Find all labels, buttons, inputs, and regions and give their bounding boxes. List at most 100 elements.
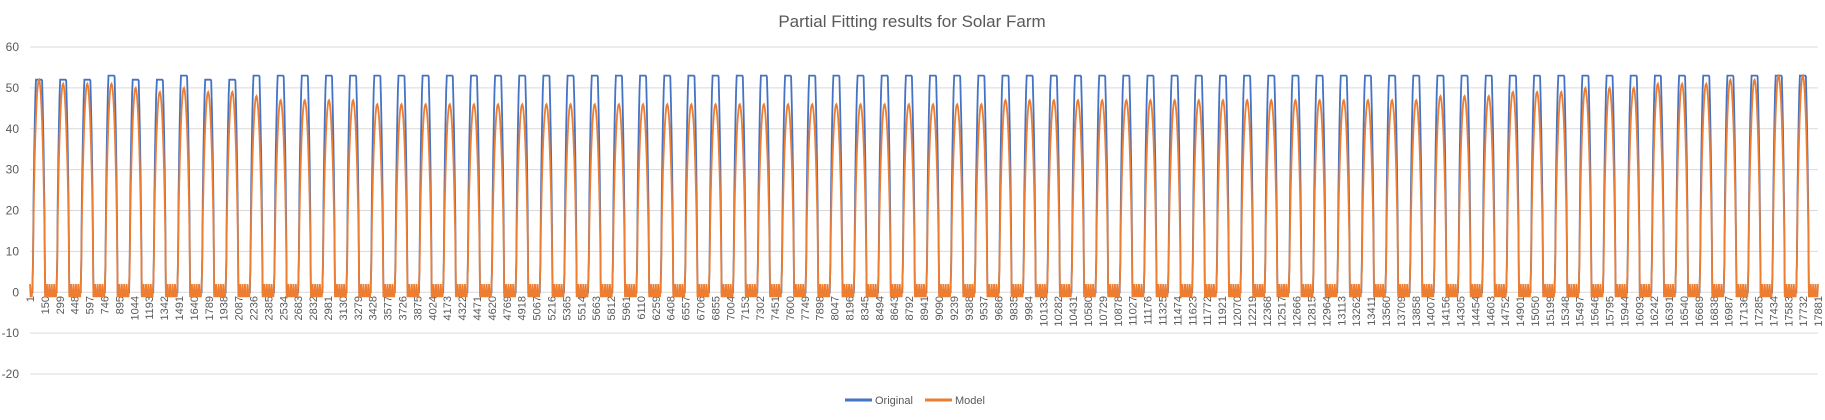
x-tick-label: 4173 [442, 296, 454, 320]
x-tick-label: 1 [25, 296, 37, 302]
x-tick-label: 14454 [1470, 296, 1482, 327]
x-tick-label: 17434 [1768, 296, 1780, 327]
x-tick-label: 17732 [1798, 296, 1810, 327]
x-tick-label: 11325 [1157, 296, 1169, 326]
x-tick-label: 11921 [1217, 296, 1229, 326]
x-tick-label: 17285 [1753, 296, 1765, 327]
x-tick-labels: 1 150 299 448 597 746 895 1044 1193 1342 1491 1640 1… [25, 296, 1825, 327]
series-layer [29, 73, 1819, 298]
x-tick-label: 895 [114, 296, 126, 314]
x-tick-label: 12368 [1262, 296, 1274, 327]
x-tick-label: 15348 [1560, 296, 1572, 327]
legend-label-original: Original [875, 395, 913, 407]
x-tick-label: 11027 [1128, 296, 1140, 326]
x-tick-label: 7600 [785, 296, 797, 320]
series-line-model [29, 73, 1819, 298]
x-tick-label: 2832 [308, 296, 320, 320]
x-tick-label: 8941 [919, 296, 931, 320]
x-tick-label: 1640 [189, 296, 201, 320]
x-tick-label: 1342 [159, 296, 171, 320]
x-tick-label: 17136 [1739, 296, 1751, 327]
x-tick-label: 2236 [249, 296, 261, 320]
x-tick-label: 7153 [740, 296, 752, 320]
y-tick-label: 50 [6, 81, 20, 95]
x-tick-label: 13411 [1366, 296, 1378, 326]
x-tick-label: 1193 [144, 296, 156, 320]
x-tick-label: 4769 [502, 296, 514, 320]
x-tick-label: 7302 [755, 296, 767, 320]
x-tick-label: 4918 [517, 296, 529, 320]
x-tick-label: 13113 [1336, 296, 1348, 326]
legend-label-model: Model [955, 395, 985, 407]
x-tick-label: 15497 [1575, 296, 1587, 327]
x-tick-label: 8643 [889, 296, 901, 320]
x-tick-label: 12666 [1292, 296, 1304, 327]
x-tick-label: 13858 [1411, 296, 1423, 327]
x-tick-label: 3130 [338, 296, 350, 320]
x-tick-label: 6855 [710, 296, 722, 320]
y-tick-label: 0 [12, 285, 19, 299]
x-tick-label: 7004 [725, 296, 737, 320]
x-tick-label: 4471 [472, 296, 484, 320]
x-tick-label: 2981 [323, 296, 335, 320]
x-tick-label: 12070 [1232, 296, 1244, 327]
x-tick-label: 16391 [1664, 296, 1676, 327]
x-tick-label: 7451 [770, 296, 782, 320]
x-tick-label: 7898 [815, 296, 827, 320]
grid-layer [30, 46, 1818, 375]
x-tick-label: 1044 [129, 296, 141, 320]
x-tick-label: 14007 [1426, 296, 1438, 327]
x-tick-label: 8494 [874, 296, 886, 320]
x-tick-label: 16987 [1724, 296, 1736, 327]
x-tick-label: 3279 [353, 296, 365, 320]
x-tick-label: 2087 [234, 296, 246, 320]
x-tick-label: 15199 [1545, 296, 1557, 327]
x-tick-label: 746 [100, 296, 112, 314]
x-tick-label: 10282 [1053, 296, 1065, 327]
x-tick-label: 150 [40, 296, 52, 314]
x-tick-label: 5663 [591, 296, 603, 320]
x-tick-label: 6259 [651, 296, 663, 320]
x-tick-label: 9686 [994, 296, 1006, 320]
x-tick-label: 11623 [1187, 296, 1199, 326]
x-tick-label: 8047 [830, 296, 842, 320]
x-tick-label: 10431 [1068, 296, 1080, 327]
chart-title: Partial Fitting results for Solar Farm [778, 12, 1045, 31]
x-tick-label: 10133 [1038, 296, 1050, 327]
x-tick-label: 448 [70, 296, 82, 314]
x-tick-label: 299 [55, 296, 67, 314]
x-tick-label: 2683 [293, 296, 305, 320]
x-tick-label: 17881 [1813, 296, 1825, 327]
x-tick-label: 5961 [621, 296, 633, 320]
y-tick-label: -20 [2, 367, 20, 381]
y-tick-label: 20 [6, 204, 20, 218]
x-tick-label: 9835 [1008, 296, 1020, 320]
x-tick-label: 16093 [1634, 296, 1646, 327]
x-tick-label: 12964 [1321, 296, 1333, 327]
x-tick-label: 597 [85, 296, 97, 314]
x-tick-label: 15050 [1530, 296, 1542, 327]
x-tick-label: 17583 [1783, 296, 1795, 327]
x-tick-label: 11474 [1172, 296, 1184, 326]
x-tick-label: 8792 [904, 296, 916, 320]
x-tick-label: 13560 [1381, 296, 1393, 327]
x-tick-label: 4024 [427, 296, 439, 320]
x-tick-label: 3577 [383, 296, 395, 320]
x-tick-label: 5365 [561, 296, 573, 320]
x-tick-label: 8196 [845, 296, 857, 320]
y-tick-label: 10 [6, 244, 20, 258]
x-tick-label: 3875 [412, 296, 424, 320]
x-tick-label: 13262 [1351, 296, 1363, 327]
x-tick-label: 12517 [1277, 296, 1289, 327]
x-tick-label: 16689 [1694, 296, 1706, 327]
x-tick-label: 14305 [1455, 296, 1467, 327]
x-tick-label: 12815 [1306, 296, 1318, 327]
x-tick-label: 10729 [1098, 296, 1110, 327]
y-tick-labels: -20 -10 0 10 20 30 40 50 60 [2, 40, 20, 381]
x-tick-label: 6110 [636, 296, 648, 320]
x-tick-label: 3726 [398, 296, 410, 320]
x-tick-label: 2385 [263, 296, 275, 320]
x-tick-label: 9537 [979, 296, 991, 320]
